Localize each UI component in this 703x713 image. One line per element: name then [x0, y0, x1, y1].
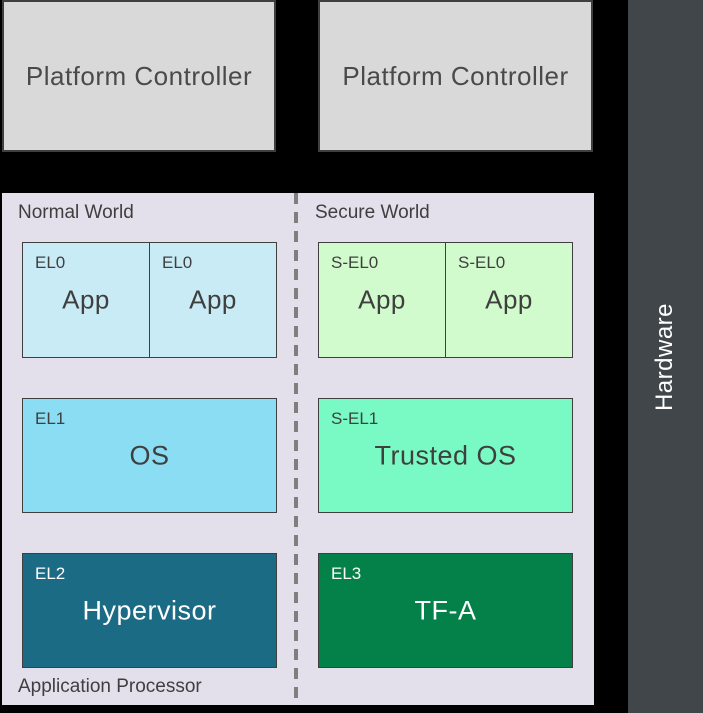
- el2-level-label: EL2: [35, 564, 66, 583]
- el1-level-label: EL1: [35, 409, 66, 428]
- sel0-app-cell: S-EL0 App: [445, 243, 572, 357]
- app-title: App: [485, 284, 533, 315]
- world-divider-dashed-line: [294, 193, 298, 705]
- el0-apps-box: EL0 App EL0 App: [22, 242, 277, 358]
- el3-tfa-box: EL3 TF-A: [318, 553, 573, 668]
- el0-app-cell: EL0 App: [23, 243, 149, 357]
- sel0-level-label: S-EL0: [331, 253, 379, 272]
- normal-world-label: Normal World: [18, 202, 134, 223]
- platform-controller-box-2: Platform Controller: [318, 0, 593, 152]
- hardware-label: Hardware: [651, 302, 679, 411]
- hypervisor-title: Hypervisor: [82, 595, 217, 625]
- secure-world-label: Secure World: [315, 202, 430, 223]
- app-title: App: [62, 284, 110, 315]
- el0-app-cell: EL0 App: [149, 243, 276, 357]
- tfa-title: TF-A: [414, 595, 477, 625]
- hardware-bar: Hardware: [628, 0, 703, 713]
- sel0-app-cell: S-EL0 App: [319, 243, 445, 357]
- el3-level-label: EL3: [331, 564, 362, 583]
- sel1-level-label: S-EL1: [331, 409, 379, 428]
- trusted-os-title: Trusted OS: [374, 440, 517, 470]
- app-title: App: [189, 284, 237, 315]
- platform-controller-box-1: Platform Controller: [2, 0, 276, 152]
- os-title: OS: [129, 440, 170, 470]
- app-title: App: [358, 284, 406, 315]
- el1-os-box: EL1 OS: [22, 398, 277, 513]
- sel0-apps-box: S-EL0 App S-EL0 App: [318, 242, 573, 358]
- el0-level-label: EL0: [35, 253, 66, 272]
- application-processor-label: Application Processor: [18, 676, 202, 697]
- el0-level-label: EL0: [162, 253, 193, 272]
- platform-controller-label: Platform Controller: [342, 60, 569, 91]
- el2-hypervisor-box: EL2 Hypervisor: [22, 553, 277, 668]
- sel1-trusted-os-box: S-EL1 Trusted OS: [318, 398, 573, 513]
- application-processor-panel: Normal World Secure World EL0 App EL0 Ap…: [2, 193, 594, 705]
- platform-controller-label: Platform Controller: [25, 60, 253, 91]
- sel0-level-label: S-EL0: [458, 253, 506, 272]
